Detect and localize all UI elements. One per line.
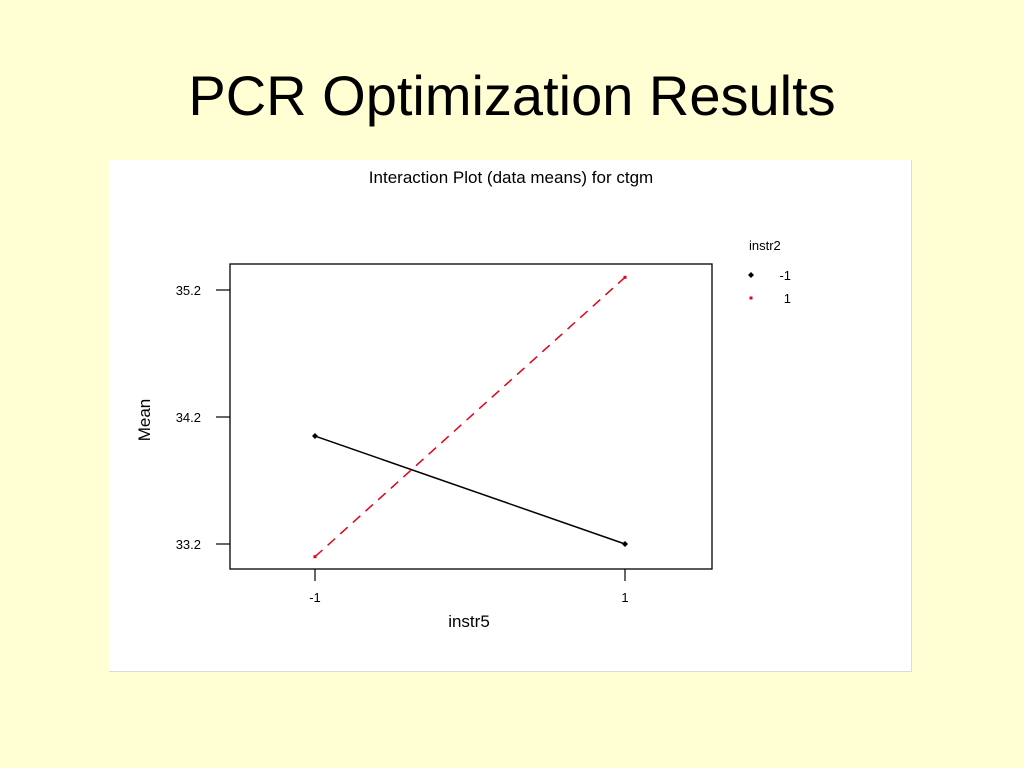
legend-marker [749, 296, 753, 300]
x-axis: -1 1 [309, 569, 629, 605]
data-point [313, 555, 317, 559]
data-point [622, 541, 628, 547]
legend-marker [748, 272, 754, 278]
chart-title: Interaction Plot (data means) for ctgm [369, 168, 653, 187]
chart-panel: Interaction Plot (data means) for ctgm 3… [109, 160, 912, 672]
legend-title: instr2 [749, 238, 781, 253]
legend-label: -1 [779, 268, 791, 283]
x-tick-label: -1 [309, 590, 321, 605]
y-tick-label: 33.2 [176, 537, 201, 552]
y-axis-label: Mean [135, 399, 154, 442]
y-tick-label: 34.2 [176, 410, 201, 425]
series-layer [312, 275, 628, 559]
interaction-plot: Interaction Plot (data means) for ctgm 3… [135, 168, 791, 631]
y-tick-label: 35.2 [176, 283, 201, 298]
x-axis-label: instr5 [448, 612, 490, 631]
series-line [314, 435, 626, 545]
legend-label: 1 [784, 291, 791, 306]
data-point [623, 275, 627, 279]
x-tick-label: 1 [621, 590, 628, 605]
data-point [312, 433, 318, 440]
series-line [314, 276, 626, 558]
slide-title: PCR Optimization Results [188, 64, 836, 127]
legend: instr2 -1 1 [748, 238, 791, 306]
y-axis: 33.2 34.2 35.2 [176, 283, 230, 552]
